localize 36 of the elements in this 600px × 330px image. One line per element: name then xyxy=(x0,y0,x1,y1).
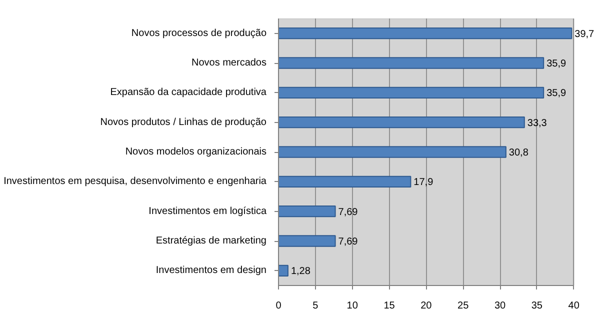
data-label: 30,8 xyxy=(508,148,529,158)
x-tick-label: 20 xyxy=(420,300,432,312)
x-tick-label: 0 xyxy=(276,300,282,312)
data-label: 17,9 xyxy=(414,177,434,188)
x-tick-label: 15 xyxy=(384,300,396,312)
bar xyxy=(278,27,572,40)
y-tick-label: Expansão da capacidade produtiva xyxy=(110,87,267,98)
data-label: 35,9 xyxy=(546,58,566,70)
x-tick-label: 25 xyxy=(458,300,470,312)
y-tick-label: Investimentos em design xyxy=(156,265,267,276)
bar xyxy=(278,205,336,218)
data-label: 1,28 xyxy=(290,266,311,278)
bar xyxy=(278,86,544,99)
bar xyxy=(278,235,336,247)
data-label: 39,7 xyxy=(574,28,595,40)
y-tick-label: Novos mercados xyxy=(191,58,266,68)
bar xyxy=(278,264,288,277)
bar xyxy=(278,146,506,158)
bar xyxy=(278,57,544,69)
y-tick-label: Investimentos em logística xyxy=(148,206,267,217)
bar xyxy=(278,116,525,128)
y-tick-label: Estratégias de marketing xyxy=(156,236,267,246)
x-tick-label: 5 xyxy=(312,300,319,312)
x-tick-label: 30 xyxy=(494,300,506,312)
data-label: 33,3 xyxy=(527,118,548,129)
y-tick-label: Novos processos de produção xyxy=(131,28,267,39)
y-tick-label: Novos produtos / Linhas de produção xyxy=(100,116,267,128)
data-label: 7,69 xyxy=(338,206,358,218)
x-tick-label: 10 xyxy=(346,300,358,312)
x-tick-label: 40 xyxy=(568,300,580,312)
data-label: 7,69 xyxy=(338,236,358,248)
y-tick-label: Investimentos em pesquisa, desenvolvimento e engenharia xyxy=(4,176,267,188)
bar xyxy=(278,176,412,188)
data-label: 35,9 xyxy=(546,88,566,100)
y-tick-label: Novos modelos organizacionais xyxy=(125,146,266,158)
x-tick-label: 35 xyxy=(531,300,543,312)
